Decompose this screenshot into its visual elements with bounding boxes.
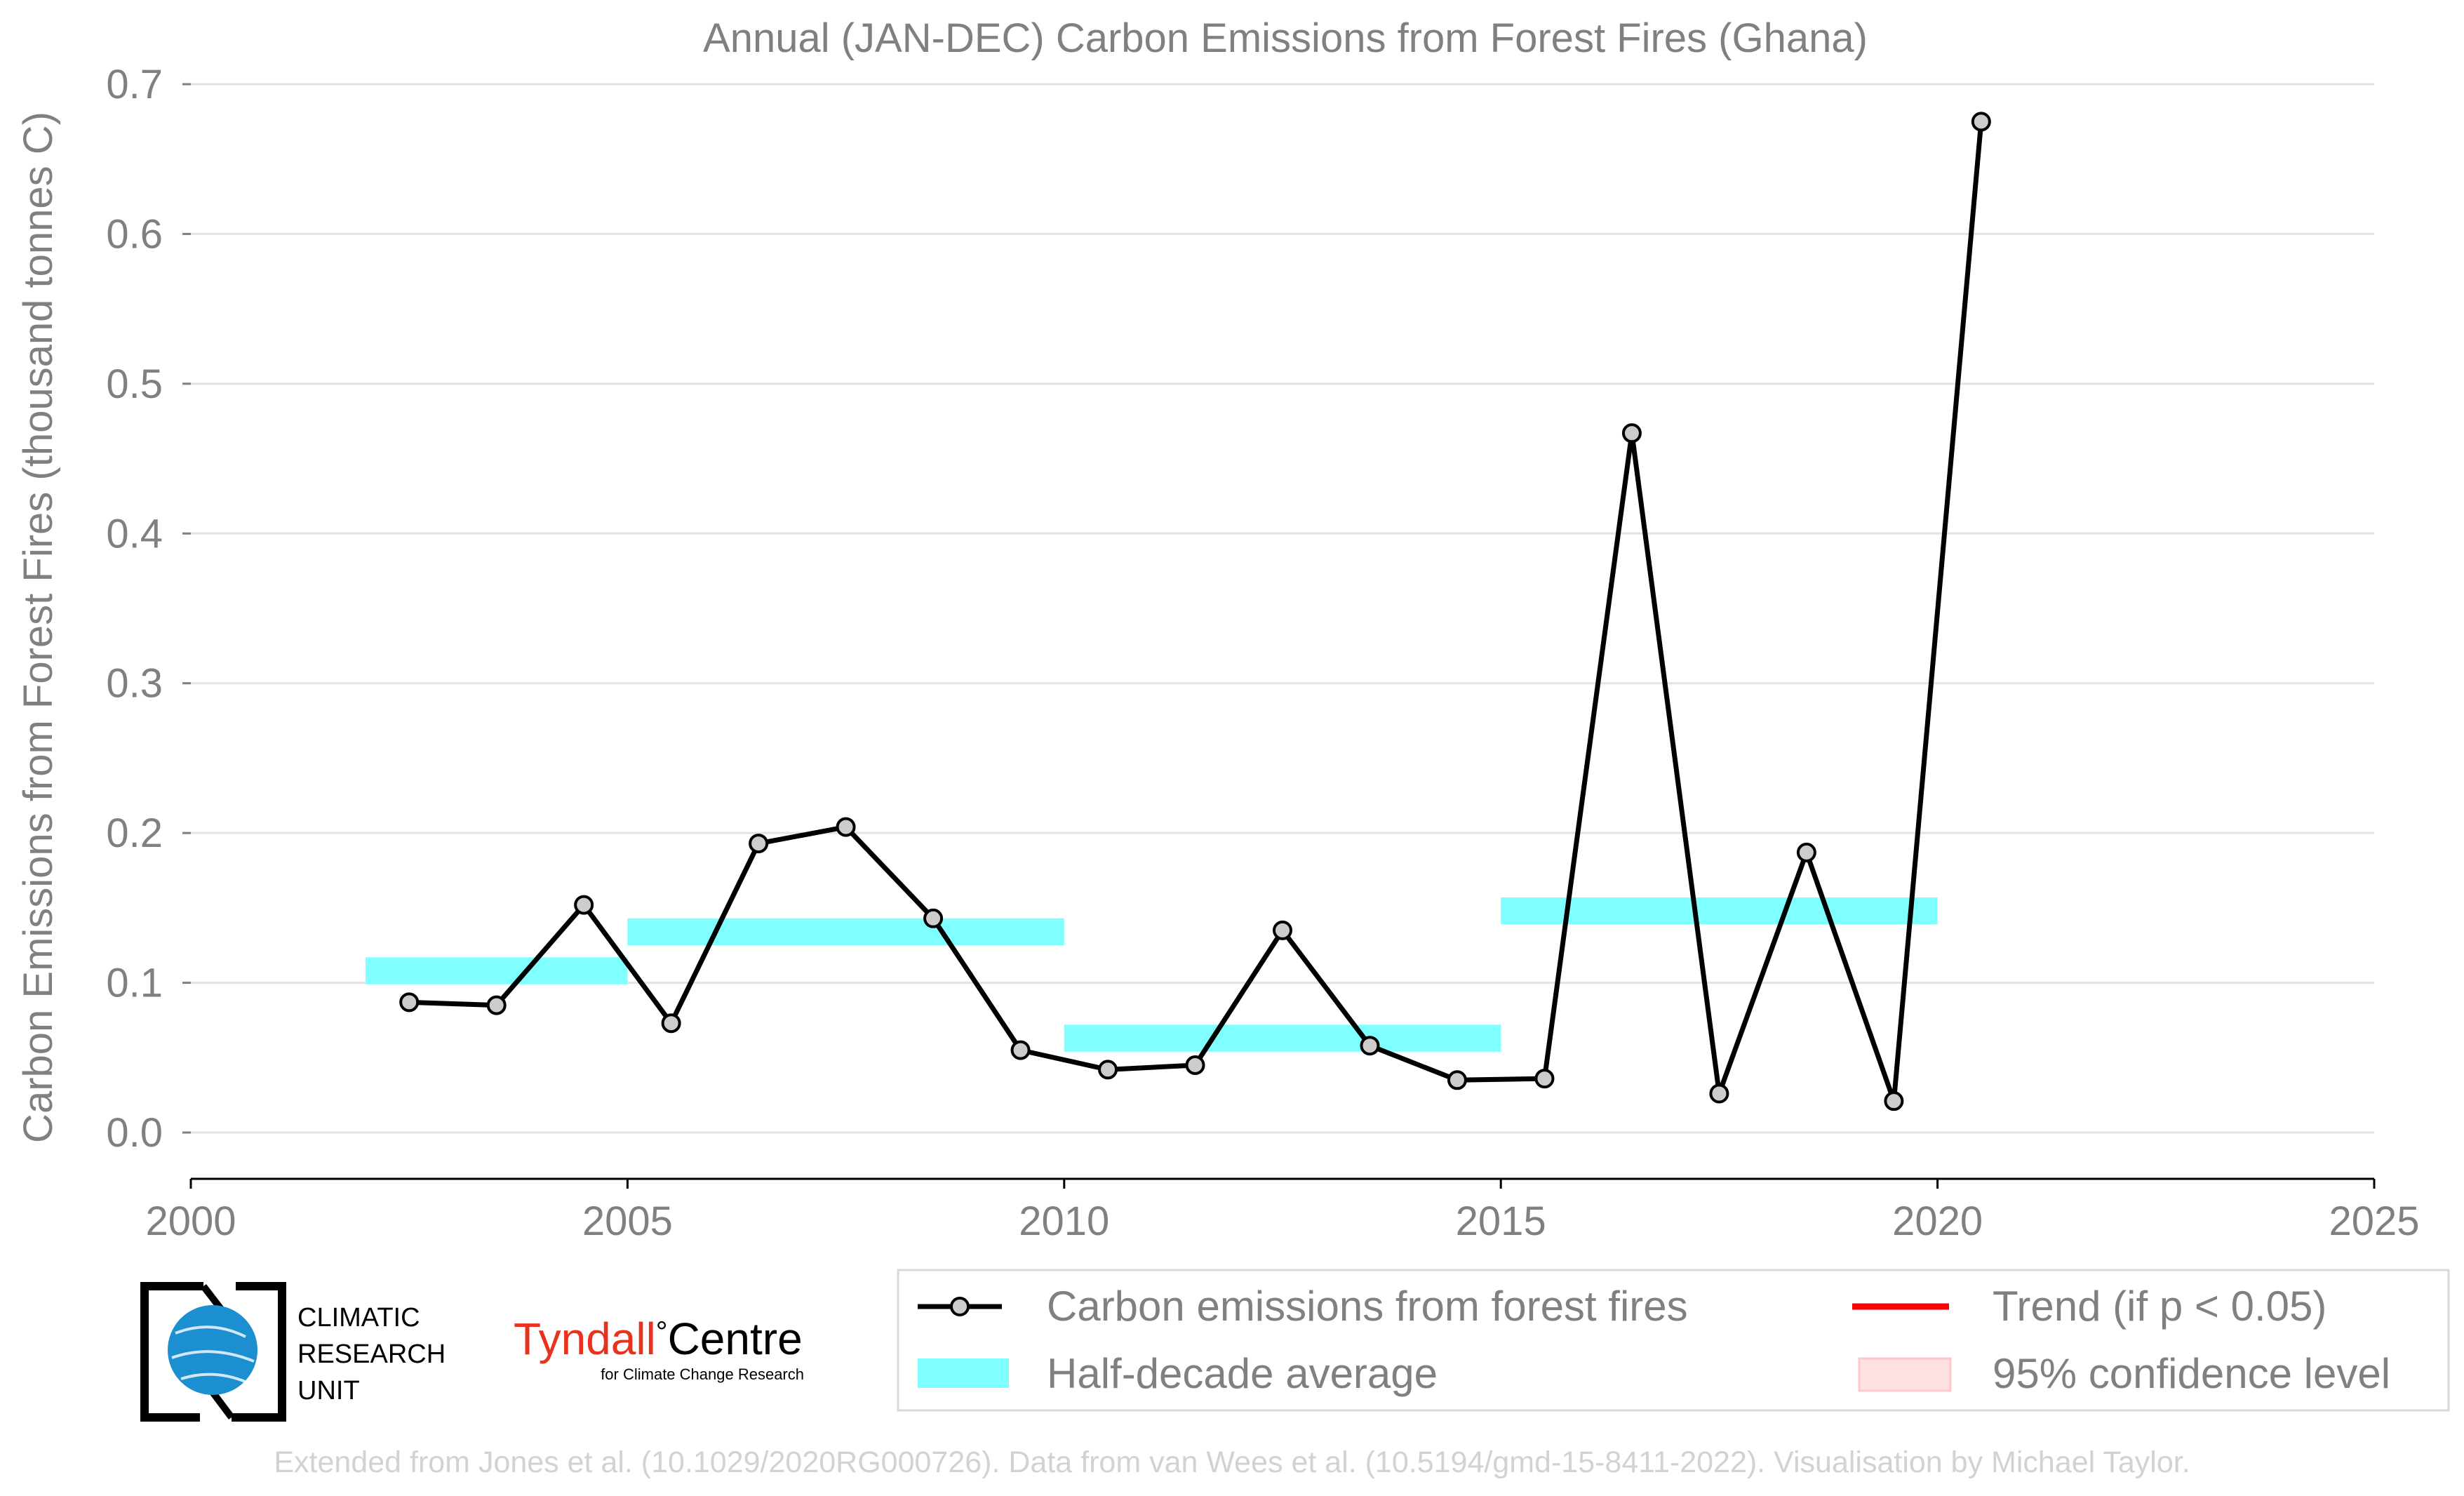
y-axis-label: Carbon Emissions from Forest Fires (thou… [15, 112, 61, 1143]
legend-label-confidence: 95% confidence level [1993, 1350, 2390, 1397]
data-point [1534, 1069, 1555, 1089]
half-decade-band [365, 957, 628, 984]
emissions-line [409, 121, 1984, 1104]
data-point [399, 992, 420, 1013]
data-point [923, 908, 944, 928]
data-point [1360, 1036, 1380, 1056]
data-point [1447, 1070, 1467, 1090]
legend-label-emissions: Carbon emissions from forest fires [1047, 1283, 1688, 1330]
data-point [1709, 1083, 1729, 1104]
tyndall-logo: Tyndall°Centre for Climate Change Resear… [514, 1314, 804, 1383]
tyndall-degree: ° [656, 1315, 668, 1348]
cru-logo-frame-right [232, 1282, 286, 1422]
y-tick-label: 0.3 [106, 661, 163, 707]
data-point [1796, 842, 1816, 862]
cru-logo: CLIMATIC RESEARCH UNIT [140, 1282, 446, 1422]
y-tick-labels: 0.0 0.1 0.2 0.3 0.4 0.5 0.6 0.7 [106, 62, 163, 1156]
tyndall-wordmark: Tyndall°Centre [514, 1314, 803, 1364]
cru-text-line2: RESEARCH [297, 1340, 446, 1369]
tyndall-main: Tyndall [514, 1314, 656, 1364]
data-point [1884, 1091, 1904, 1111]
tyndall-centre: Centre [668, 1314, 803, 1364]
y-tick-label: 0.7 [106, 62, 163, 107]
half-decade-band [1064, 1024, 1501, 1052]
legend-half-decade-swatch [918, 1358, 1009, 1388]
data-point [836, 817, 856, 837]
cru-logo-frame [140, 1282, 203, 1422]
data-point [574, 895, 594, 915]
y-tick-label: 0.6 [106, 211, 163, 257]
data-point [1185, 1055, 1205, 1075]
cru-text-line3: UNIT [297, 1376, 360, 1405]
globe-icon-lines [171, 1325, 255, 1384]
emissions-series [399, 112, 1991, 1111]
half-decade-average-bands [365, 897, 1938, 1052]
data-point [1010, 1040, 1031, 1060]
data-point [661, 1013, 681, 1034]
data-point [486, 995, 507, 1015]
data-point [1098, 1060, 1118, 1080]
x-axis: 2000 2005 2010 2015 2020 2025 [145, 1177, 2420, 1244]
y-tick-label: 0.4 [106, 511, 163, 556]
data-point [749, 834, 769, 854]
data-point [1273, 920, 1292, 940]
tyndall-subtitle: for Climate Change Research [601, 1365, 804, 1383]
legend: Carbon emissions from forest fires Trend… [897, 1269, 2450, 1412]
data-point [1621, 423, 1642, 443]
y-tick-label: 0.5 [106, 361, 163, 407]
legend-box [897, 1269, 2450, 1412]
legend-marker-swatch [950, 1297, 970, 1316]
y-tick-label: 0.0 [106, 1110, 163, 1156]
legend-label-trend: Trend (if p < 0.05) [1993, 1283, 2326, 1330]
y-tick-label: 0.1 [106, 961, 163, 1006]
footer-credit: Extended from Jones et al. (10.1029/2020… [274, 1445, 2190, 1479]
legend-label-half-decade: Half-decade average [1047, 1350, 1438, 1397]
x-tick-label: 2005 [582, 1198, 673, 1244]
legend-confidence-swatch [1858, 1357, 1952, 1392]
x-tick-label: 2000 [145, 1198, 236, 1244]
cru-text-line1: CLIMATIC [297, 1303, 420, 1333]
y-tick-label: 0.2 [106, 810, 163, 856]
half-decade-band [627, 918, 1064, 946]
chart-title: Annual (JAN-DEC) Carbon Emissions from F… [703, 15, 1868, 61]
x-tick-label: 2015 [1456, 1198, 1546, 1244]
x-tick-label: 2020 [1892, 1198, 1983, 1244]
x-tick-label: 2010 [1019, 1198, 1109, 1244]
x-tick-label: 2025 [2329, 1198, 2419, 1244]
data-point [1971, 112, 1991, 132]
half-decade-band [1501, 897, 1938, 925]
